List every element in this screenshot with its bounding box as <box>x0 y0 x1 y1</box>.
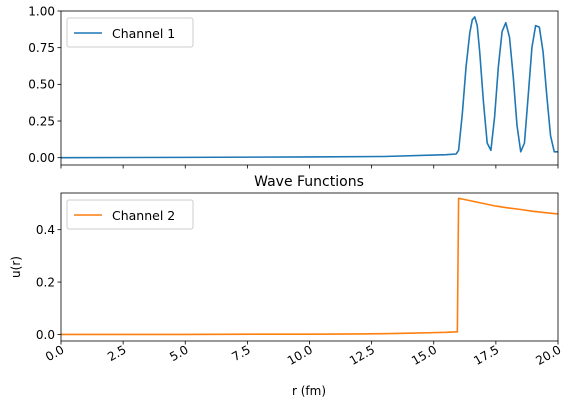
channel-1-y-tick-label: 0.25 <box>28 114 55 128</box>
channel-1-y-tick-label: 1.00 <box>28 4 55 18</box>
chart-title: Wave Functions <box>254 174 364 190</box>
channel-2-legend-box <box>66 199 194 230</box>
channel-1-subplot: 0.00 0.25 0.50 0.75 1.00 Channel 1 <box>28 4 559 169</box>
channel-1-legend: Channel 1 <box>66 17 194 48</box>
channel-2-series-line <box>61 197 559 336</box>
channel-1-y-ticks: 0.00 0.25 0.50 0.75 1.00 <box>28 4 61 165</box>
channel-2-y-tick-label: 0.4 <box>36 223 55 237</box>
channel-2-lines <box>61 197 559 336</box>
channel-1-y-tick-label: 0.50 <box>28 78 55 92</box>
x-axis-label: r (fm) <box>292 384 326 398</box>
channel-1-legend-label: Channel 1 <box>112 26 175 41</box>
channel-1-y-tick-label: 0.00 <box>28 151 55 165</box>
channel-2-y-tick-label: 0.2 <box>36 275 55 289</box>
channel-2-legend-label: Channel 2 <box>112 208 175 223</box>
channel-2-y-tick-label: 0.0 <box>36 328 55 342</box>
channel-1-series-line <box>60 16 558 159</box>
channel-2-legend: Channel 2 <box>66 199 194 230</box>
channel-1-y-tick-label: 0.75 <box>28 41 55 55</box>
channel-1-x-ticks <box>60 165 559 169</box>
y-axis-label: u(r) <box>9 256 23 278</box>
channel-1-lines <box>60 16 558 159</box>
channel-1-legend-box <box>66 17 194 48</box>
channel-2-y-ticks: 0.0 0.2 0.4 <box>36 223 61 342</box>
